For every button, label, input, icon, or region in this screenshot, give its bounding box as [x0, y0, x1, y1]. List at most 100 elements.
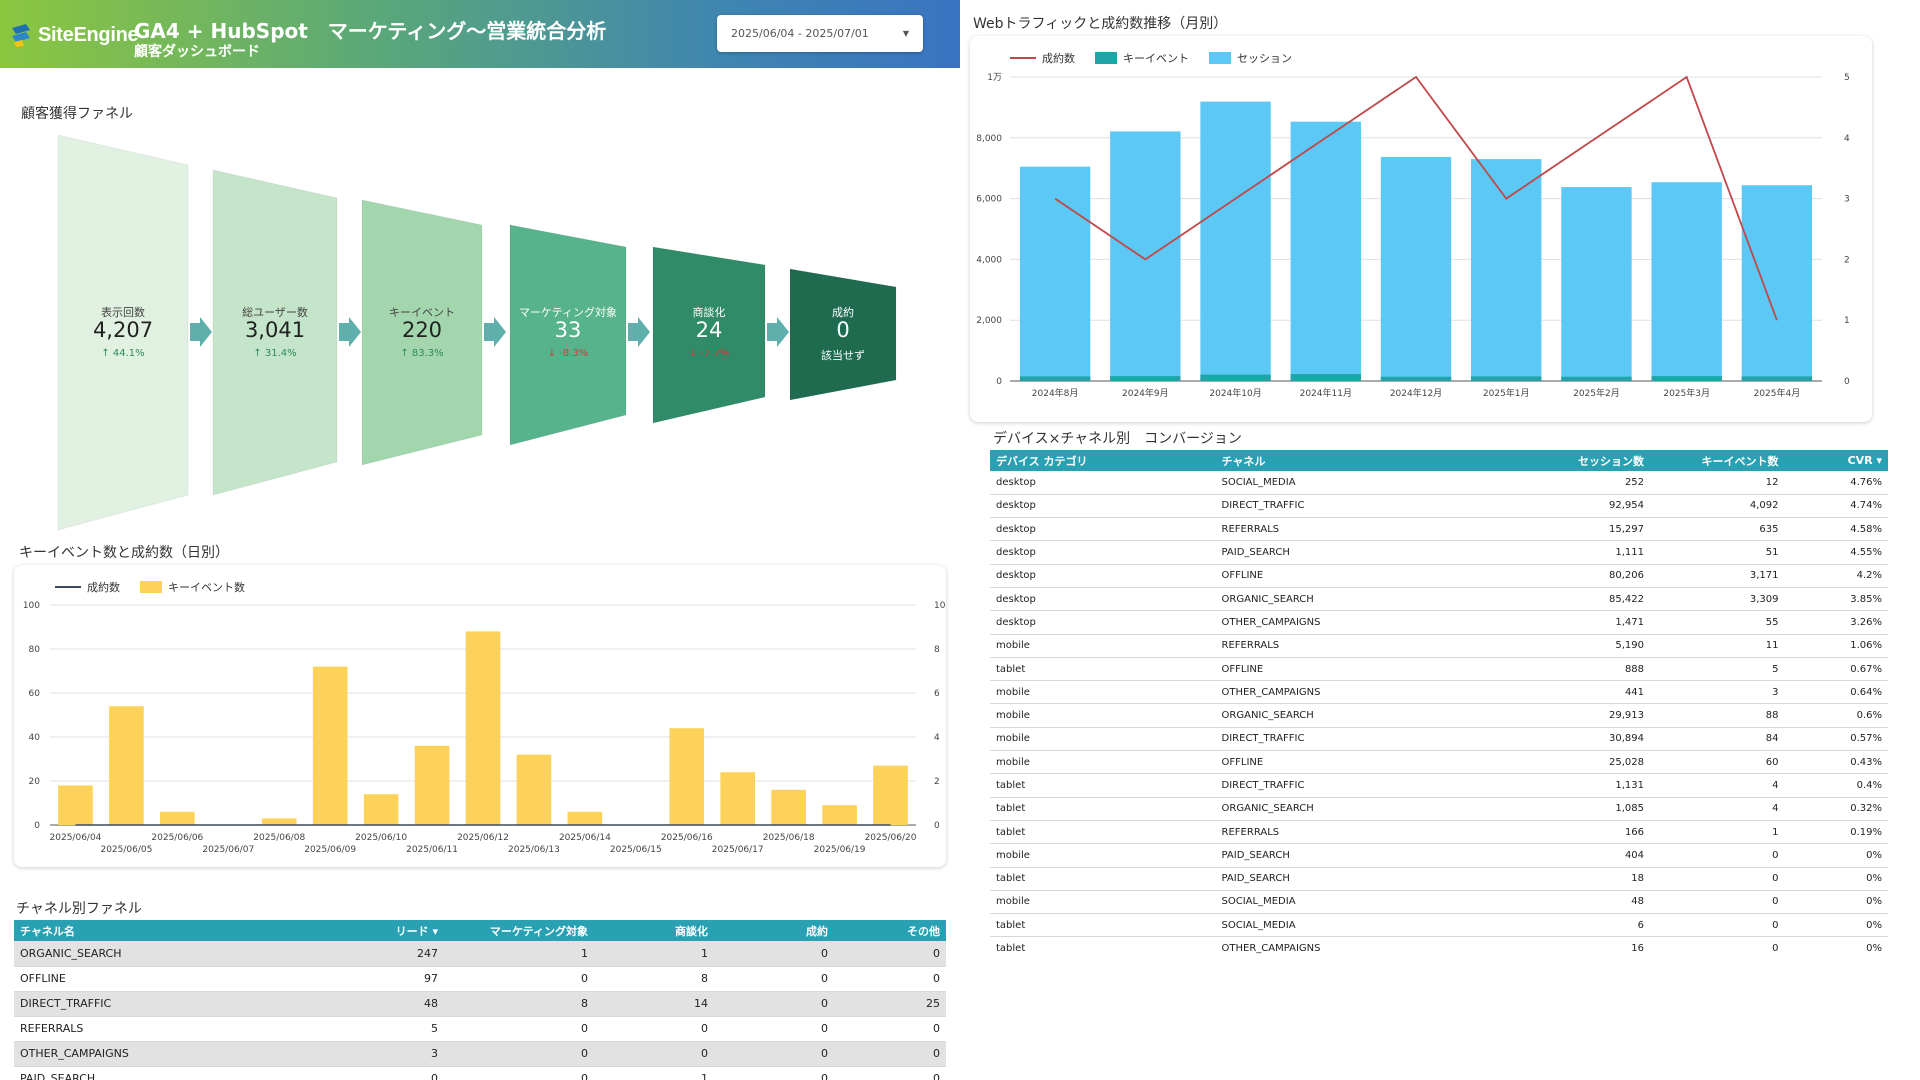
table-cell: 3,171 [1650, 564, 1785, 588]
table-cell: REFERRALS [1215, 517, 1475, 542]
table-cell: 0.6% [1784, 703, 1888, 728]
x-tick-label: 2025/06/10 [355, 833, 407, 843]
session-bar [1110, 131, 1181, 381]
table-cell: desktop [990, 471, 1216, 495]
table-cell: 0 [834, 1016, 946, 1042]
funnel-stage-change: ↓ -7.7% [688, 348, 730, 359]
funnel-stage-label: 成約 [832, 306, 854, 319]
table-row: mobile REFERRALS 5,190 11 1.06% [990, 634, 1888, 658]
table-cell: 1 [444, 941, 594, 967]
funnel-stage-label: 商談化 [692, 306, 726, 319]
table-cell: 3.85% [1784, 587, 1888, 612]
channel-funnel-title: チャネル別ファネル [16, 901, 142, 917]
table-cell: mobile [990, 843, 1216, 868]
table-cell: 0.19% [1784, 820, 1888, 845]
y2-tick-label: 2 [1844, 255, 1850, 265]
daily-chart-legend: 成約数 キーイベント数 [55, 579, 245, 595]
table-cell: 0% [1784, 843, 1888, 868]
column-header[interactable]: 成約 [714, 920, 834, 941]
y-tick-label: 6,000 [976, 195, 1002, 205]
table-cell: 0.32% [1784, 797, 1888, 821]
table-cell: 888 [1474, 657, 1651, 682]
table-cell: 0 [444, 966, 594, 992]
legend-line-label: 成約数 [1042, 52, 1075, 65]
y2-tick-label: 0 [934, 821, 940, 831]
column-header[interactable]: セッション数 [1474, 450, 1651, 471]
funnel-stage-change: 該当せず [821, 349, 865, 362]
bar [58, 785, 93, 825]
column-header[interactable]: チャネル [1215, 450, 1475, 471]
table-cell: REFERRALS [1215, 634, 1475, 658]
table-cell: DIRECT_TRAFFIC [1215, 494, 1475, 519]
line-swatch [55, 586, 81, 588]
device-channel-table: デバイス カテゴリ チャネル セッション数 キーイベント数 CVR ▾ desktop S… [990, 450, 1888, 960]
x-tick-label: 2024年12月 [1390, 387, 1442, 399]
y2-tick-label: 3 [1844, 195, 1850, 205]
table-cell: 80,206 [1474, 564, 1651, 588]
column-header[interactable]: CVR ▾ [1784, 450, 1888, 471]
funnel-stage-value: 24 [695, 318, 723, 342]
table-cell: 30,894 [1474, 727, 1651, 752]
y2-tick-label: 4 [1844, 134, 1850, 144]
table-cell: 0 [714, 941, 834, 967]
table-row: desktop REFERRALS 15,297 635 4.58% [990, 517, 1888, 542]
key-event-bar [1741, 376, 1813, 381]
daily-chart-title: キーイベント数と成約数（日別） [19, 545, 229, 561]
session-bar [1290, 121, 1361, 382]
x-tick-label: 2024年8月 [1032, 387, 1079, 399]
table-cell: DIRECT_TRAFFIC [1215, 727, 1475, 752]
table-cell: 85,422 [1474, 587, 1651, 612]
funnel-stage-change: ↑ 83.3% [400, 348, 444, 359]
bar [312, 666, 348, 825]
column-header[interactable]: キーイベント数 [1650, 450, 1785, 471]
table-cell: 0 [714, 1041, 834, 1067]
x-tick-label: 2025/06/07 [202, 845, 254, 855]
table-row: REFERRALS 5 0 0 0 0 [14, 1016, 946, 1042]
column-header[interactable]: リード ▾ [294, 920, 444, 941]
y2-tick-label: 1 [1844, 316, 1850, 326]
table-cell: 4.55% [1784, 540, 1888, 565]
column-header[interactable]: その他 [834, 920, 946, 941]
x-tick-label: 2025/06/11 [406, 845, 458, 855]
key-event-bar [1651, 376, 1722, 381]
table-row: mobile OFFLINE 25,028 60 0.43% [990, 750, 1888, 775]
table-cell: 8 [594, 966, 714, 992]
funnel-stage-3 [361, 199, 483, 466]
table-cell: 11 [1650, 634, 1785, 658]
channel-funnel-table-wrap: チャネル名 リード ▾ マーケティング対象 商談化 成約 その他 ORGANIC_SEAR… [14, 920, 946, 1080]
daily-chart-card: 成約数 キーイベント数 0 20 40 60 80 100 0 2 4 6 8 10 2025/06/0… [14, 565, 946, 867]
table-cell: 0 [444, 1041, 594, 1067]
table-row: mobile ORGANIC_SEARCH 29,913 88 0.6% [990, 703, 1888, 728]
x-tick-label: 2025年3月 [1663, 387, 1710, 399]
table-cell: SOCIAL_MEDIA [1215, 890, 1475, 915]
y2-tick-label: 2 [934, 777, 940, 787]
funnel-stage-change: ↓ -8.3% [547, 348, 589, 359]
table-cell: 14 [594, 991, 714, 1017]
arrow-right-icon [339, 317, 361, 347]
date-range-picker[interactable]: 2025/06/04 - 2025/07/01 ▼ [717, 15, 923, 52]
column-header[interactable]: チャネル名 [14, 920, 294, 941]
column-header[interactable]: デバイス カテゴリ [990, 450, 1216, 471]
table-row: PAID_SEARCH 0 0 1 0 0 [14, 1066, 946, 1080]
table-cell: 48 [294, 991, 444, 1017]
bar [873, 765, 908, 825]
table-cell: PAID_SEARCH [1215, 540, 1475, 565]
y2-tick-label: 8 [934, 645, 940, 655]
table-cell: desktop [990, 587, 1216, 612]
table-cell: 1 [594, 941, 714, 967]
key-event-bar [1019, 376, 1091, 381]
table-cell: OTHER_CAMPAIGNS [1215, 936, 1475, 960]
column-header[interactable]: 商談化 [594, 920, 714, 941]
table-cell: 1,111 [1474, 540, 1651, 565]
table-cell: REFERRALS [1215, 820, 1475, 845]
table-cell: 4 [1650, 797, 1785, 821]
arrow-right-icon [767, 317, 789, 347]
table-row: mobile DIRECT_TRAFFIC 30,894 84 0.57% [990, 727, 1888, 752]
column-header[interactable]: マーケティング対象 [444, 920, 594, 941]
table-cell: 48 [1474, 890, 1651, 915]
table-cell: 60 [1650, 750, 1785, 775]
conversion-line [1054, 75, 1778, 321]
legend-key-event-label: キーイベント [1123, 52, 1189, 65]
x-tick-label: 2025年1月 [1483, 387, 1530, 399]
table-cell: desktop [990, 494, 1216, 519]
